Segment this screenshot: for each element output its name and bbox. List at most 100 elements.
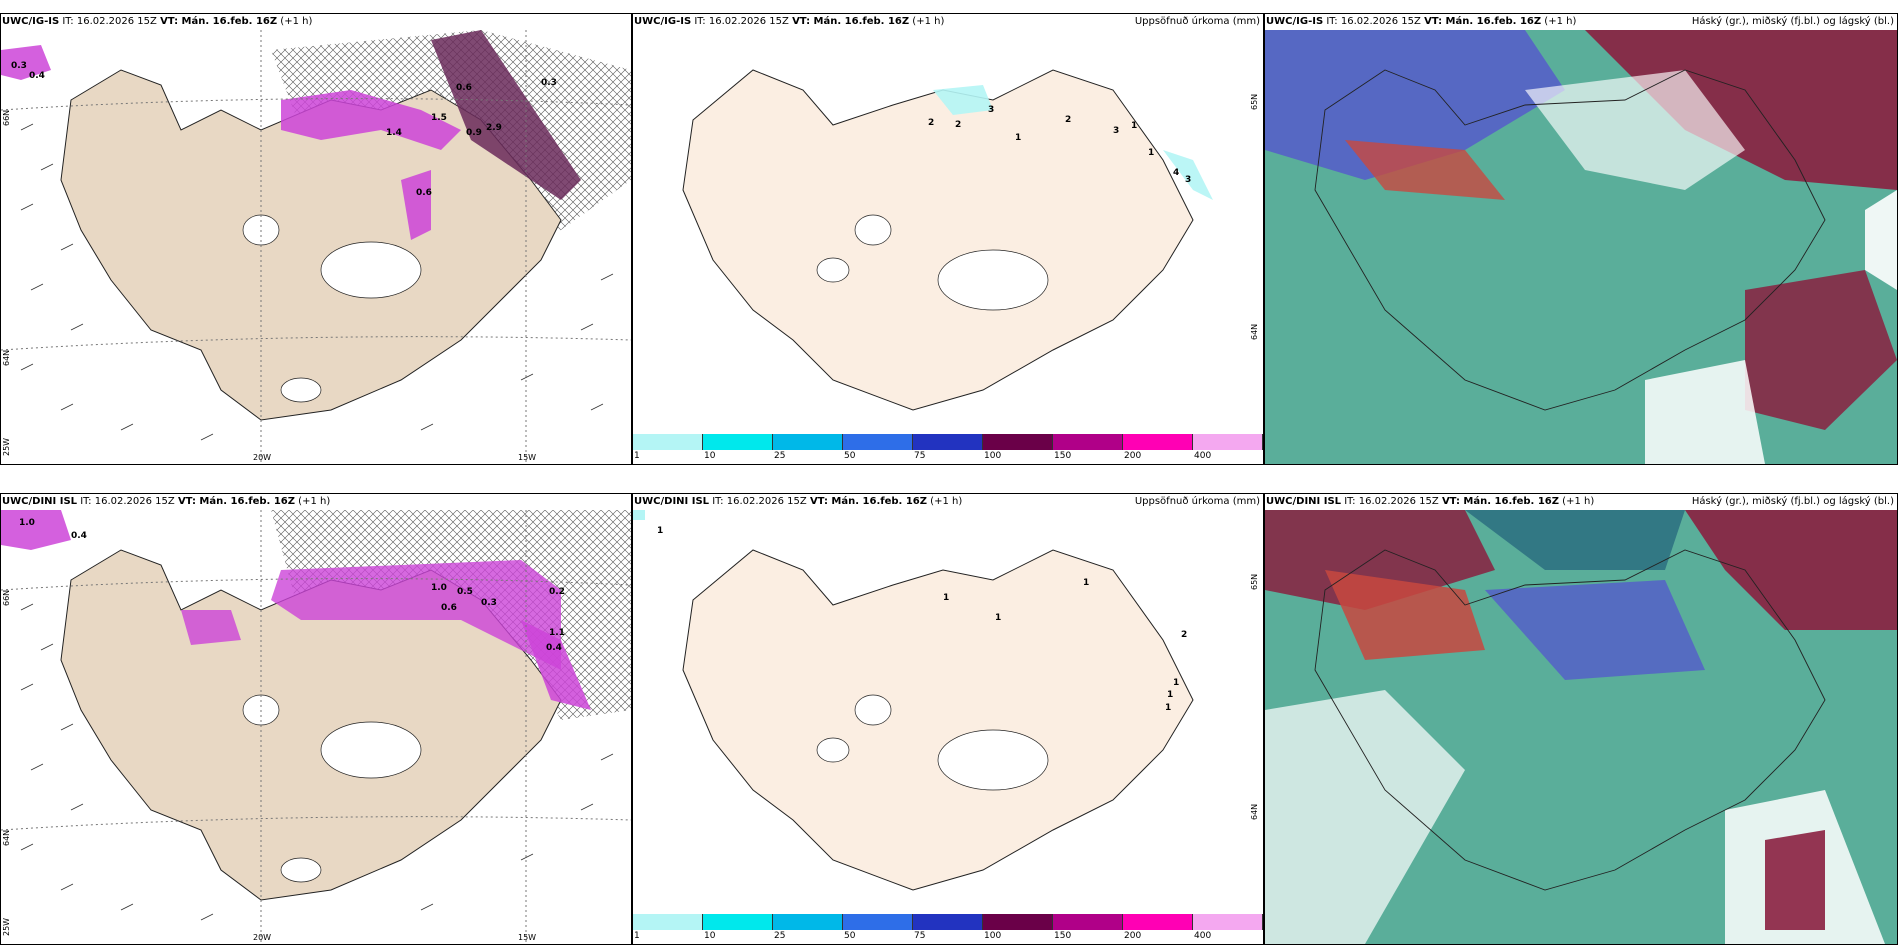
colorbar-seg-5 xyxy=(983,434,1053,450)
svg-text:2: 2 xyxy=(928,118,934,128)
map-panel-bottom-right: UWC/DINI ISL IT: 16.02.2026 15Z VT: Mán.… xyxy=(1264,493,1898,945)
svg-text:1: 1 xyxy=(1173,678,1179,688)
svg-text:66N: 66N xyxy=(2,590,11,606)
colorbar-seg-1 xyxy=(703,434,773,450)
svg-text:1.5: 1.5 xyxy=(431,113,447,123)
svg-text:1.1: 1.1 xyxy=(549,628,565,638)
svg-text:1: 1 xyxy=(657,526,663,536)
colorbar-seg-8 xyxy=(1193,914,1263,930)
wind-precip-map: 0.3 0.4 0.6 0.9 2.9 1.5 1.4 0.6 0.3 20W … xyxy=(1,30,631,464)
map-panel-top-middle: UWC/IG-IS IT: 16.02.2026 15Z VT: Mán. 16… xyxy=(632,13,1264,465)
colorbar-tick: 50 xyxy=(844,451,856,461)
svg-text:64N: 64N xyxy=(1250,324,1259,340)
colorbar-seg-7 xyxy=(1123,914,1193,930)
colorbar-seg-5 xyxy=(983,914,1053,930)
accumulated-precip-map: 2 2 3 1 2 3 1 1 4 3 65N 64N xyxy=(633,30,1263,434)
svg-text:0.4: 0.4 xyxy=(29,71,45,81)
wind-barbs xyxy=(20,603,614,921)
svg-text:0.3: 0.3 xyxy=(11,61,27,71)
wind-barbs xyxy=(20,123,614,441)
colorbar-tick: 10 xyxy=(704,931,716,941)
svg-text:1.4: 1.4 xyxy=(386,128,402,138)
svg-text:1: 1 xyxy=(1165,703,1171,713)
panel-header: UWC/DINI ISL IT: 16.02.2026 15Z VT: Mán.… xyxy=(1266,496,1894,507)
colorbar-tick: 150 xyxy=(1054,451,1072,461)
svg-text:65N: 65N xyxy=(1250,574,1259,590)
colorbar-tick: 25 xyxy=(774,451,786,461)
svg-text:0.3: 0.3 xyxy=(481,598,497,608)
svg-text:2: 2 xyxy=(1065,115,1071,125)
svg-text:0.4: 0.4 xyxy=(71,531,87,541)
svg-text:0.6: 0.6 xyxy=(456,83,472,93)
svg-text:20W: 20W xyxy=(253,453,271,462)
colorbar-tick: 1 xyxy=(634,451,640,461)
map-panel-top-left: UWC/IG-IS IT: 16.02.2026 15Z VT: Mán. 16… xyxy=(0,13,632,465)
colorbar-seg-3 xyxy=(843,914,913,930)
iceland-land xyxy=(682,549,1194,891)
panel-header: UWC/IG-IS IT: 16.02.2026 15Z VT: Mán. 16… xyxy=(634,16,1260,27)
svg-text:0.6: 0.6 xyxy=(441,603,457,613)
colorbar-tick: 200 xyxy=(1124,931,1142,941)
svg-text:0.3: 0.3 xyxy=(541,78,557,88)
colorbar-tick: 200 xyxy=(1124,451,1142,461)
svg-text:25W: 25W xyxy=(2,438,11,456)
svg-text:0.6: 0.6 xyxy=(416,188,432,198)
colorbar-seg-8 xyxy=(1193,434,1263,450)
precip-colorbar: 1 10 25 50 75 100 150 200 400 xyxy=(633,434,1263,464)
map-panel-bottom-left: UWC/DINI ISL IT: 16.02.2026 15Z VT: Mán.… xyxy=(0,493,632,945)
colorbar-tick: 10 xyxy=(704,451,716,461)
panel-header: UWC/DINI ISL IT: 16.02.2026 15Z VT: Mán.… xyxy=(634,496,1260,507)
colorbar-seg-0 xyxy=(633,434,703,450)
cloud-cover-map xyxy=(1265,510,1897,944)
colorbar-tick: 75 xyxy=(914,451,926,461)
colorbar-tick: 25 xyxy=(774,931,786,941)
map-panel-top-right: UWC/IG-IS IT: 16.02.2026 15Z VT: Mán. 16… xyxy=(1264,13,1898,465)
svg-text:0.9: 0.9 xyxy=(466,128,482,138)
colorbar-seg-2 xyxy=(773,434,843,450)
iceland-outline xyxy=(1314,69,1826,411)
svg-text:3: 3 xyxy=(1113,126,1119,136)
colorbar-tick: 50 xyxy=(844,931,856,941)
svg-text:64N: 64N xyxy=(2,350,11,366)
colorbar-seg-6 xyxy=(1053,914,1123,930)
wind-precip-map: 1.0 0.4 1.0 0.5 0.3 0.6 0.2 1.1 0.4 20W … xyxy=(1,510,631,944)
svg-text:0.4: 0.4 xyxy=(546,643,562,653)
iceland-land xyxy=(60,69,562,421)
svg-text:1.0: 1.0 xyxy=(431,583,447,593)
svg-text:3: 3 xyxy=(1185,175,1191,185)
accumulated-precip-map: 1 1 1 1 2 1 1 1 65N 64N xyxy=(633,510,1263,914)
svg-text:15W: 15W xyxy=(518,933,536,942)
colorbar-tick: 1 xyxy=(634,931,640,941)
iceland-land xyxy=(682,69,1194,411)
colorbar-tick: 400 xyxy=(1194,451,1212,461)
colorbar-tick: 75 xyxy=(914,931,926,941)
svg-text:4: 4 xyxy=(1173,168,1179,178)
cloud-cover-map xyxy=(1265,30,1897,464)
svg-text:0.5: 0.5 xyxy=(457,587,473,597)
svg-text:66N: 66N xyxy=(2,110,11,126)
precip-blob xyxy=(401,170,431,240)
svg-text:64N: 64N xyxy=(1250,804,1259,820)
map-panel-bottom-middle: UWC/DINI ISL IT: 16.02.2026 15Z VT: Mán.… xyxy=(632,493,1264,945)
precip-colorbar: 1 10 25 50 75 100 150 200 400 xyxy=(633,914,1263,944)
colorbar-tick: 400 xyxy=(1194,931,1212,941)
svg-text:65N: 65N xyxy=(1250,94,1259,110)
colorbar-seg-6 xyxy=(1053,434,1123,450)
svg-text:1: 1 xyxy=(943,593,949,603)
svg-text:0.2: 0.2 xyxy=(549,587,565,597)
svg-text:2: 2 xyxy=(1181,630,1187,640)
precip-blob xyxy=(1,45,51,80)
svg-text:15W: 15W xyxy=(518,453,536,462)
svg-text:1.0: 1.0 xyxy=(19,518,35,528)
colorbar-tick: 150 xyxy=(1054,931,1072,941)
svg-text:1: 1 xyxy=(1148,148,1154,158)
svg-text:2: 2 xyxy=(955,120,961,130)
svg-text:20W: 20W xyxy=(253,933,271,942)
colorbar-seg-0 xyxy=(633,914,703,930)
panel-header: UWC/DINI ISL IT: 16.02.2026 15Z VT: Mán.… xyxy=(2,496,331,507)
colorbar-tick: 100 xyxy=(984,931,1002,941)
panel-header: UWC/IG-IS IT: 16.02.2026 15Z VT: Mán. 16… xyxy=(1266,16,1894,27)
svg-text:1: 1 xyxy=(1131,121,1137,131)
svg-text:3: 3 xyxy=(988,105,994,115)
colorbar-seg-3 xyxy=(843,434,913,450)
